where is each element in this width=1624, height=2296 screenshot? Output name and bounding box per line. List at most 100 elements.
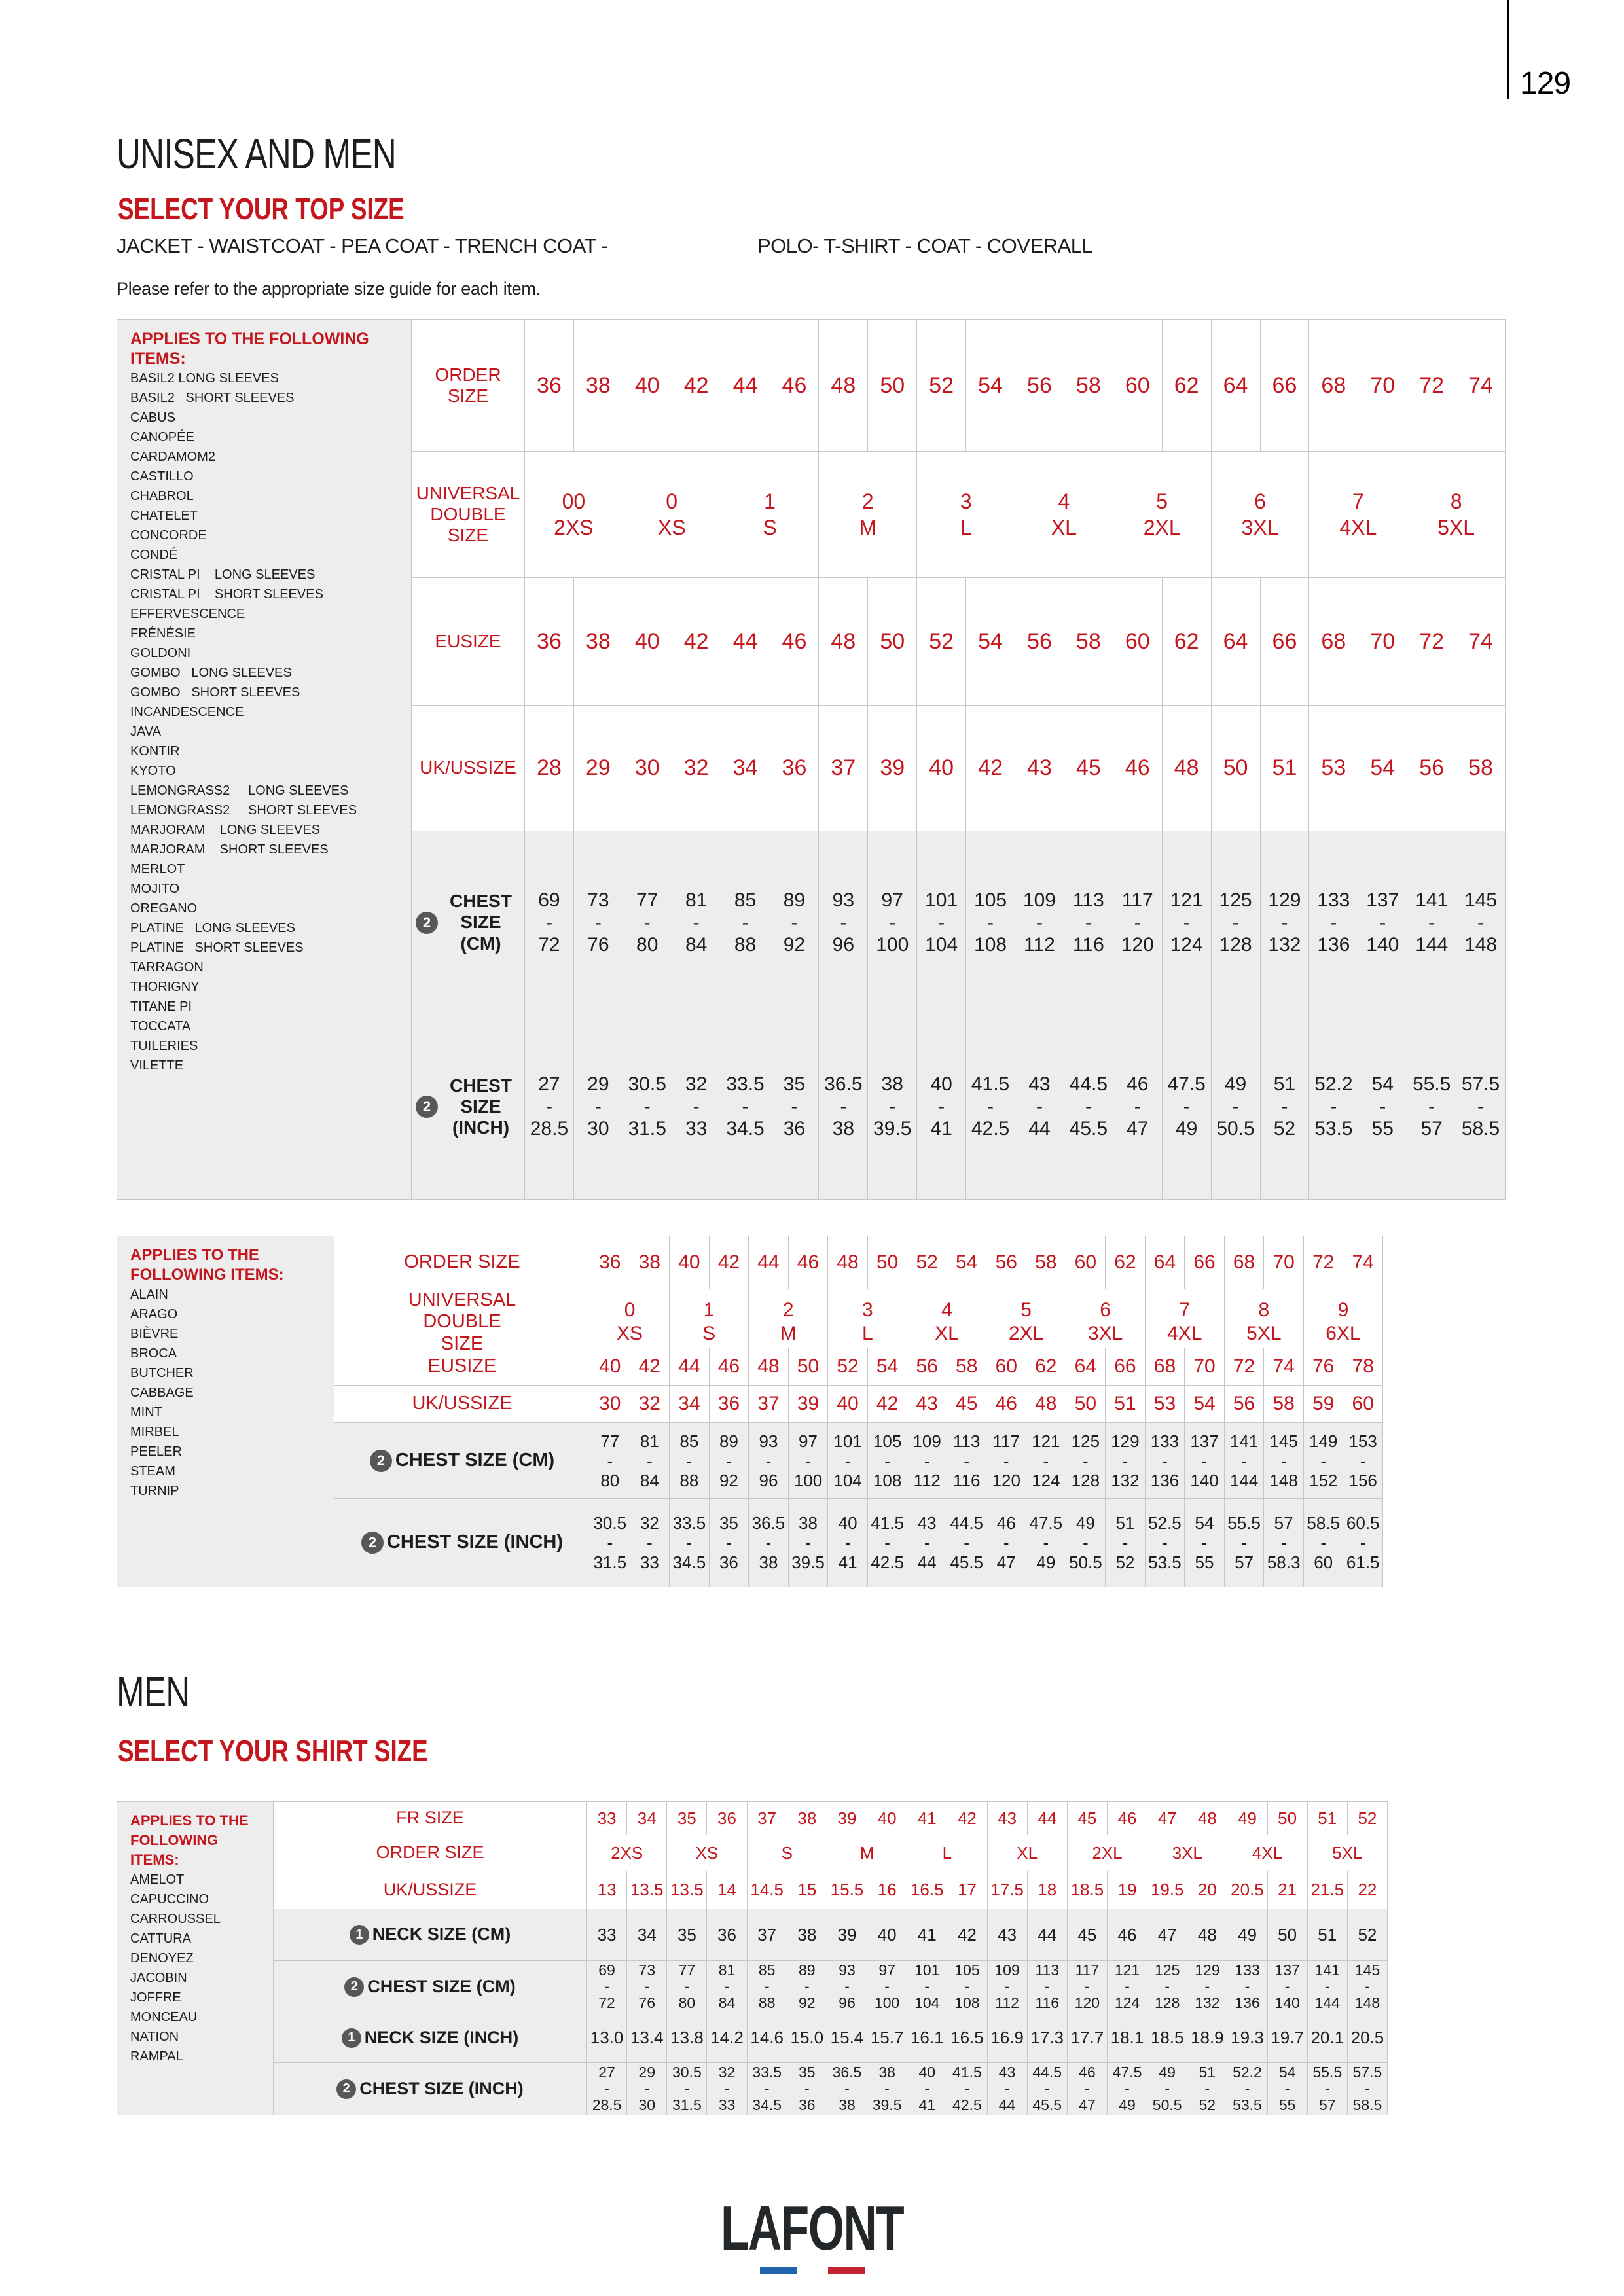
size-cell: 51 <box>1105 1386 1145 1422</box>
row-label: 2 CHEST SIZE (CM) <box>412 831 524 1014</box>
double-size-name: XS <box>657 516 686 539</box>
size-range-cell: 43 - 44 <box>1015 1014 1064 1199</box>
double-size-cell: 4 XL <box>1015 452 1113 577</box>
size-range-cell: 77 - 80 <box>666 1961 706 2013</box>
range-dash: - <box>1083 1450 1089 1471</box>
range-to: 61.5 <box>1346 1552 1380 1572</box>
double-size-code: 00 <box>562 490 586 513</box>
item-name: CRISTAL PI SHORT SLEEVES <box>130 587 323 601</box>
range-dash: - <box>1365 1978 1370 1995</box>
row-label: ORDER SIZE <box>376 1842 484 1863</box>
range-dash: - <box>844 1450 851 1471</box>
size-cell: 42 <box>867 1386 907 1422</box>
item-name: BASIL2 LONG SLEEVES <box>130 371 279 386</box>
range-to: 112 <box>913 1470 941 1490</box>
range-dash: - <box>889 911 896 933</box>
size-cell: 38 <box>573 578 623 705</box>
size-cell: 17 <box>947 1871 986 1909</box>
size-cell: 46 <box>769 578 819 705</box>
row-uk-us-size: UK/USSIZE 30 32 34 36 37 39 40 42 43 45 46 48 50 51 53… <box>334 1385 1382 1422</box>
double-size-name: 2XS <box>554 516 594 539</box>
size-cell: 66 <box>1259 320 1309 451</box>
item-name: CABUS <box>130 410 175 425</box>
double-size-cell: 1 S <box>669 1289 748 1355</box>
size-cell: 16 <box>867 1871 907 1909</box>
double-size-name: 4XL <box>1167 1323 1202 1345</box>
range-to: 41 <box>838 1552 857 1572</box>
size-cell: 47 <box>1147 1909 1187 1960</box>
item-name: MERLOT <box>130 862 185 876</box>
range-from: 73 <box>587 889 609 911</box>
range-dash: - <box>724 1978 730 1995</box>
size-cell: 76 <box>1303 1348 1343 1385</box>
size-cell: 34 <box>626 1802 666 1835</box>
size-range-cell: 38 - 39.5 <box>867 1014 916 1199</box>
double-size-cell: 0 XS <box>590 1289 669 1355</box>
size-range-cell: 85 - 88 <box>720 831 770 1014</box>
row-order-size: ORDER SIZE 36 38 40 42 44 46 48 50 52 54 56 58 60 62 6… <box>412 320 1505 451</box>
range-to: 92 <box>799 1994 816 2011</box>
range-from: 109 <box>912 1431 941 1451</box>
range-from: 33.5 <box>752 2064 782 2081</box>
range-to: 92 <box>719 1470 738 1490</box>
range-to: 55 <box>1195 1552 1214 1572</box>
range-from: 44.5 <box>1069 1073 1108 1095</box>
range-to: 136 <box>1150 1470 1180 1490</box>
size-range-cell: 43 - 44 <box>907 1499 947 1587</box>
row-label: 1 NECK SIZE (INCH) <box>274 2013 586 2062</box>
double-size-code: 8 <box>1450 490 1462 513</box>
applies-heading: APPLIES TO THE FOLLOWING ITEMS: <box>130 1246 284 1283</box>
double-size-name: 2XL <box>1008 1323 1044 1345</box>
double-size-name: M <box>859 516 877 539</box>
circled-number-badge: 2 <box>361 1532 384 1554</box>
size-cell: 62 <box>1105 1236 1145 1289</box>
size-cell: 2XL <box>1066 1835 1147 1871</box>
range-from: 125 <box>1154 1962 1180 1979</box>
size-range-cell: 85 - 88 <box>746 1961 787 2013</box>
size-cell: 53 <box>1144 1386 1185 1422</box>
size-cell: 74 <box>1343 1236 1382 1289</box>
range-dash: - <box>1477 911 1485 933</box>
range-dash: - <box>938 911 945 933</box>
size-range-cell: 54 - 55 <box>1267 2063 1307 2115</box>
item-name: THORIGNY <box>130 980 200 994</box>
size-cell: 36 <box>706 1909 746 1960</box>
size-range-cell: 51 - 52 <box>1105 1499 1145 1587</box>
size-cell: 60 <box>986 1348 1026 1385</box>
range-dash: - <box>884 1978 890 1995</box>
range-to: 45.5 <box>1069 1118 1108 1139</box>
double-size-cell: 7 4XL <box>1308 452 1407 577</box>
top-size-table-jackets: APPLIES TO THE FOLLOWING ITEMS: BASIL2 L… <box>117 319 1506 1200</box>
shirt-size-table: APPLIES TO THE FOLLOWING ITEMS: AMELOT CA… <box>117 1801 1388 2115</box>
range-to: 96 <box>832 933 855 956</box>
double-size-code: 8 <box>1258 1299 1270 1321</box>
size-cell: 19.7 <box>1267 2013 1307 2062</box>
double-size-cell: 7 4XL <box>1144 1289 1224 1355</box>
applies-items-panel: APPLIES TO THE FOLLOWING ITEMS: ALAIN ARA… <box>117 1236 334 1587</box>
row-chest-size-inch: 2 CHEST SIZE (INCH) 27 - 28.5 29 - 30 30… <box>274 2062 1387 2115</box>
range-from: 133 <box>1150 1431 1180 1451</box>
size-range-cell: 52.2 - 53.5 <box>1227 2063 1267 2115</box>
range-dash: - <box>607 1533 613 1552</box>
size-range-cell: 89 - 92 <box>708 1423 749 1498</box>
range-dash: - <box>1280 1450 1287 1471</box>
size-cell: 46 <box>986 1386 1026 1422</box>
item-name: EFFERVESCENCE <box>130 607 245 621</box>
range-to: 58.5 <box>1461 1118 1500 1139</box>
range-from: 125 <box>1219 889 1252 911</box>
size-cell: 54 <box>965 320 1015 451</box>
size-cell: 46 <box>787 1236 828 1289</box>
range-dash: - <box>1044 2080 1050 2097</box>
size-range-cell: 35 - 36 <box>769 1014 819 1199</box>
size-cell: 54 <box>1358 706 1407 831</box>
item-name: BUTCHER <box>130 1366 194 1380</box>
size-cell: 19.3 <box>1227 2013 1267 2062</box>
range-to: 136 <box>1235 1994 1260 2011</box>
range-to: 140 <box>1274 1994 1300 2011</box>
range-to: 42.5 <box>952 2096 982 2113</box>
item-name: CHATELET <box>130 509 198 523</box>
double-size-cell: 3 L <box>916 452 1015 577</box>
size-cell: 37 <box>748 1386 788 1422</box>
item-name: JOFFRE <box>130 1990 181 2005</box>
range-from: 57.5 <box>1461 1073 1500 1095</box>
